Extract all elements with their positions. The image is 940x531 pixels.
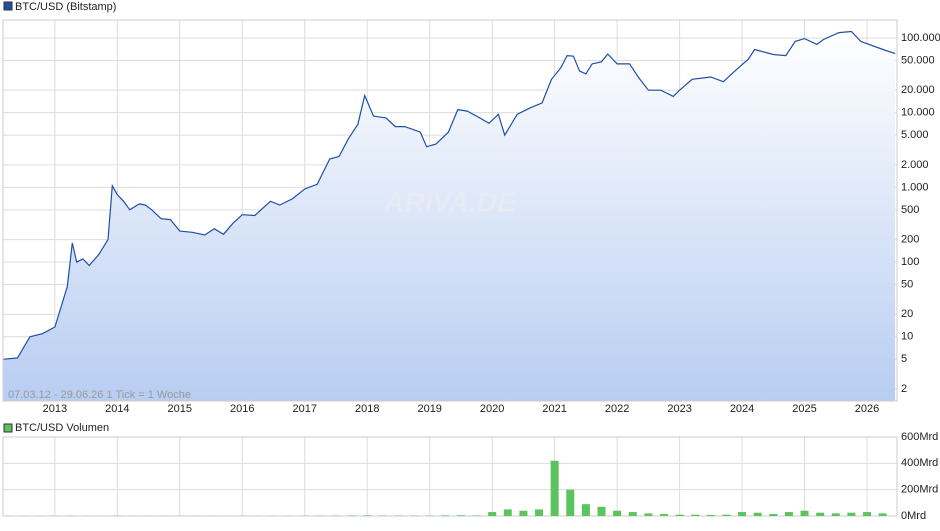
- watermark: ARIVA.DE: [383, 186, 517, 217]
- legend-label: BTC/USD (Bitstamp): [15, 1, 116, 13]
- y-tick-label: 600Mrd: [901, 431, 938, 443]
- x-tick-label: 2022: [605, 403, 629, 415]
- y-tick-label: 2: [901, 383, 907, 395]
- y-tick-label: 5: [901, 353, 907, 365]
- volume-bar: [582, 504, 590, 516]
- x-tick-label: 2021: [542, 403, 566, 415]
- legend-label: BTC/USD Volumen: [15, 422, 109, 434]
- volume-bar: [441, 515, 449, 516]
- y-tick-label: 10.000: [901, 107, 935, 119]
- volume-bar: [863, 512, 871, 516]
- volume-bar: [660, 514, 668, 516]
- x-tick-label: 2017: [293, 403, 317, 415]
- y-tick-label: 5.000: [901, 129, 929, 141]
- x-tick-label: 2015: [168, 403, 192, 415]
- volume-bar: [707, 515, 715, 516]
- volume-bar: [457, 515, 465, 516]
- volume-bar: [754, 513, 762, 516]
- y-tick-label: 20.000: [901, 84, 935, 96]
- x-tick-label: 2024: [730, 403, 754, 415]
- volume-bar: [644, 513, 652, 516]
- volume-bar: [801, 511, 809, 516]
- x-tick-label: 2023: [667, 403, 691, 415]
- volume-bar: [535, 509, 543, 516]
- volume-bar: [722, 515, 730, 516]
- x-tick-label: 2016: [230, 403, 254, 415]
- volume-bar: [816, 513, 824, 516]
- y-tick-label: 200Mrd: [901, 484, 938, 496]
- legend-swatch: [4, 2, 12, 10]
- y-tick-label: 400Mrd: [901, 457, 938, 469]
- x-tick-label: 2025: [792, 403, 816, 415]
- volume-bar: [738, 512, 746, 516]
- volume-bar: [504, 509, 512, 516]
- volume-bar: [629, 512, 637, 516]
- plot-frame: [3, 437, 897, 516]
- volume-bar: [519, 511, 527, 516]
- volume-bar: [769, 514, 777, 516]
- volume-bar: [551, 461, 559, 516]
- x-tick-label: 2026: [855, 403, 879, 415]
- volume-bar: [363, 515, 371, 516]
- volume-bar: [676, 515, 684, 516]
- x-tick-label: 2013: [43, 403, 67, 415]
- volume-bar: [785, 512, 793, 516]
- y-tick-label: 1.000: [901, 181, 929, 193]
- volume-bar: [566, 490, 574, 516]
- y-tick-label: 500: [901, 204, 919, 216]
- y-tick-label: 20: [901, 308, 913, 320]
- y-tick-label: 200: [901, 233, 919, 245]
- y-tick-label: 100.000: [901, 32, 940, 44]
- y-tick-label: 0Mrd: [901, 510, 926, 522]
- volume-bar: [488, 512, 496, 516]
- annotation: 07.03.12 - 29.06.26 1 Tick = 1 Woche: [8, 389, 191, 401]
- legend-swatch: [4, 424, 12, 432]
- volume-bar: [473, 515, 481, 516]
- y-tick-label: 50: [901, 278, 913, 290]
- y-tick-label: 100: [901, 256, 919, 268]
- volume-bar: [832, 513, 840, 516]
- volume-bar: [847, 513, 855, 516]
- x-tick-label: 2019: [417, 403, 441, 415]
- volume-bar: [691, 515, 699, 516]
- volume-bar: [597, 507, 605, 516]
- x-tick-label: 2018: [355, 403, 379, 415]
- y-tick-label: 2.000: [901, 159, 929, 171]
- x-tick-label: 2020: [480, 403, 504, 415]
- volume-bar: [613, 511, 621, 516]
- y-tick-label: 10: [901, 331, 913, 343]
- y-tick-label: 50.000: [901, 54, 935, 66]
- volume-bar: [879, 513, 887, 516]
- x-tick-label: 2014: [105, 403, 129, 415]
- volume-bar: [348, 515, 356, 516]
